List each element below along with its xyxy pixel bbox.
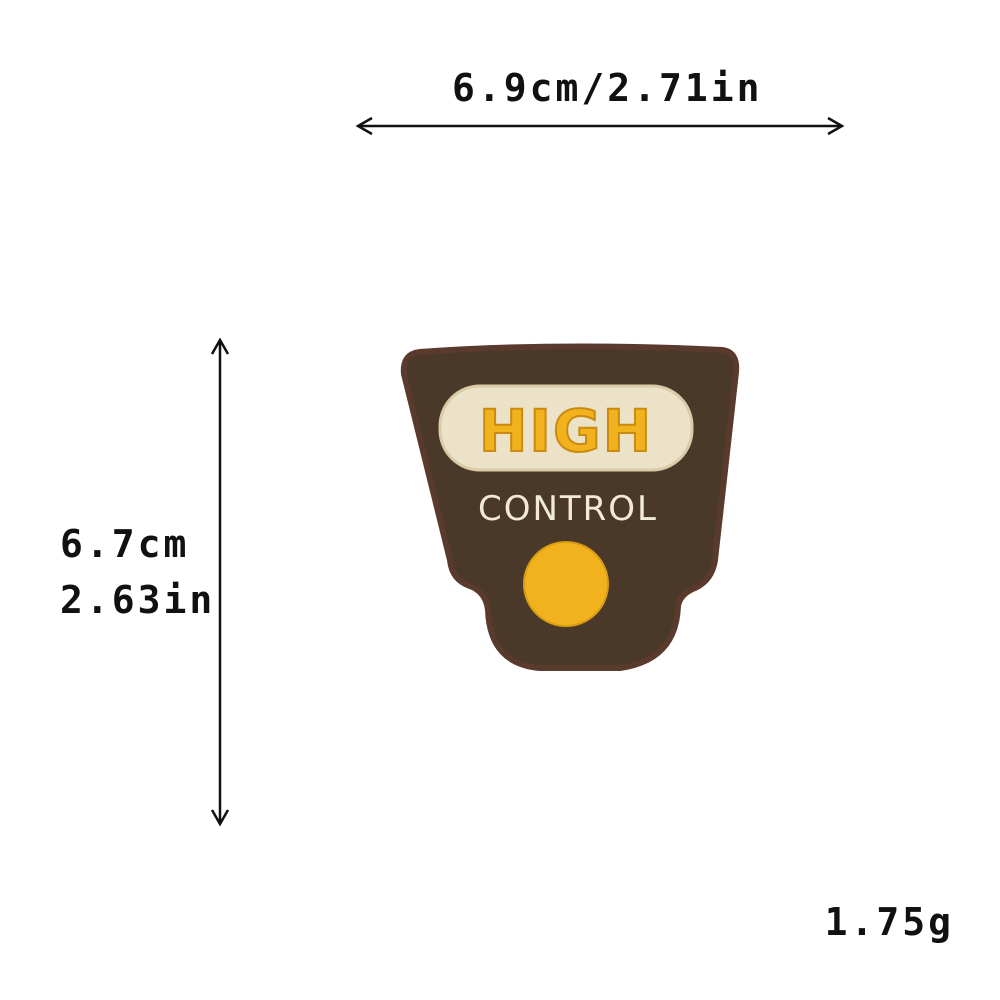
patch-yellow-dot [523, 541, 609, 627]
height-dimension-cm-label: 6.7cm [60, 522, 190, 566]
patch-banner [438, 384, 694, 472]
width-dimension-label: 6.9cm/2.71in [452, 66, 763, 110]
height-arrow [210, 337, 230, 827]
patch-control-text: CONTROL [478, 489, 658, 529]
patch-high-text: HIGH [479, 397, 653, 465]
height-dimension-in-label: 2.63in [60, 578, 216, 622]
weight-label: 1.75g [824, 900, 954, 944]
width-arrow [355, 116, 845, 136]
